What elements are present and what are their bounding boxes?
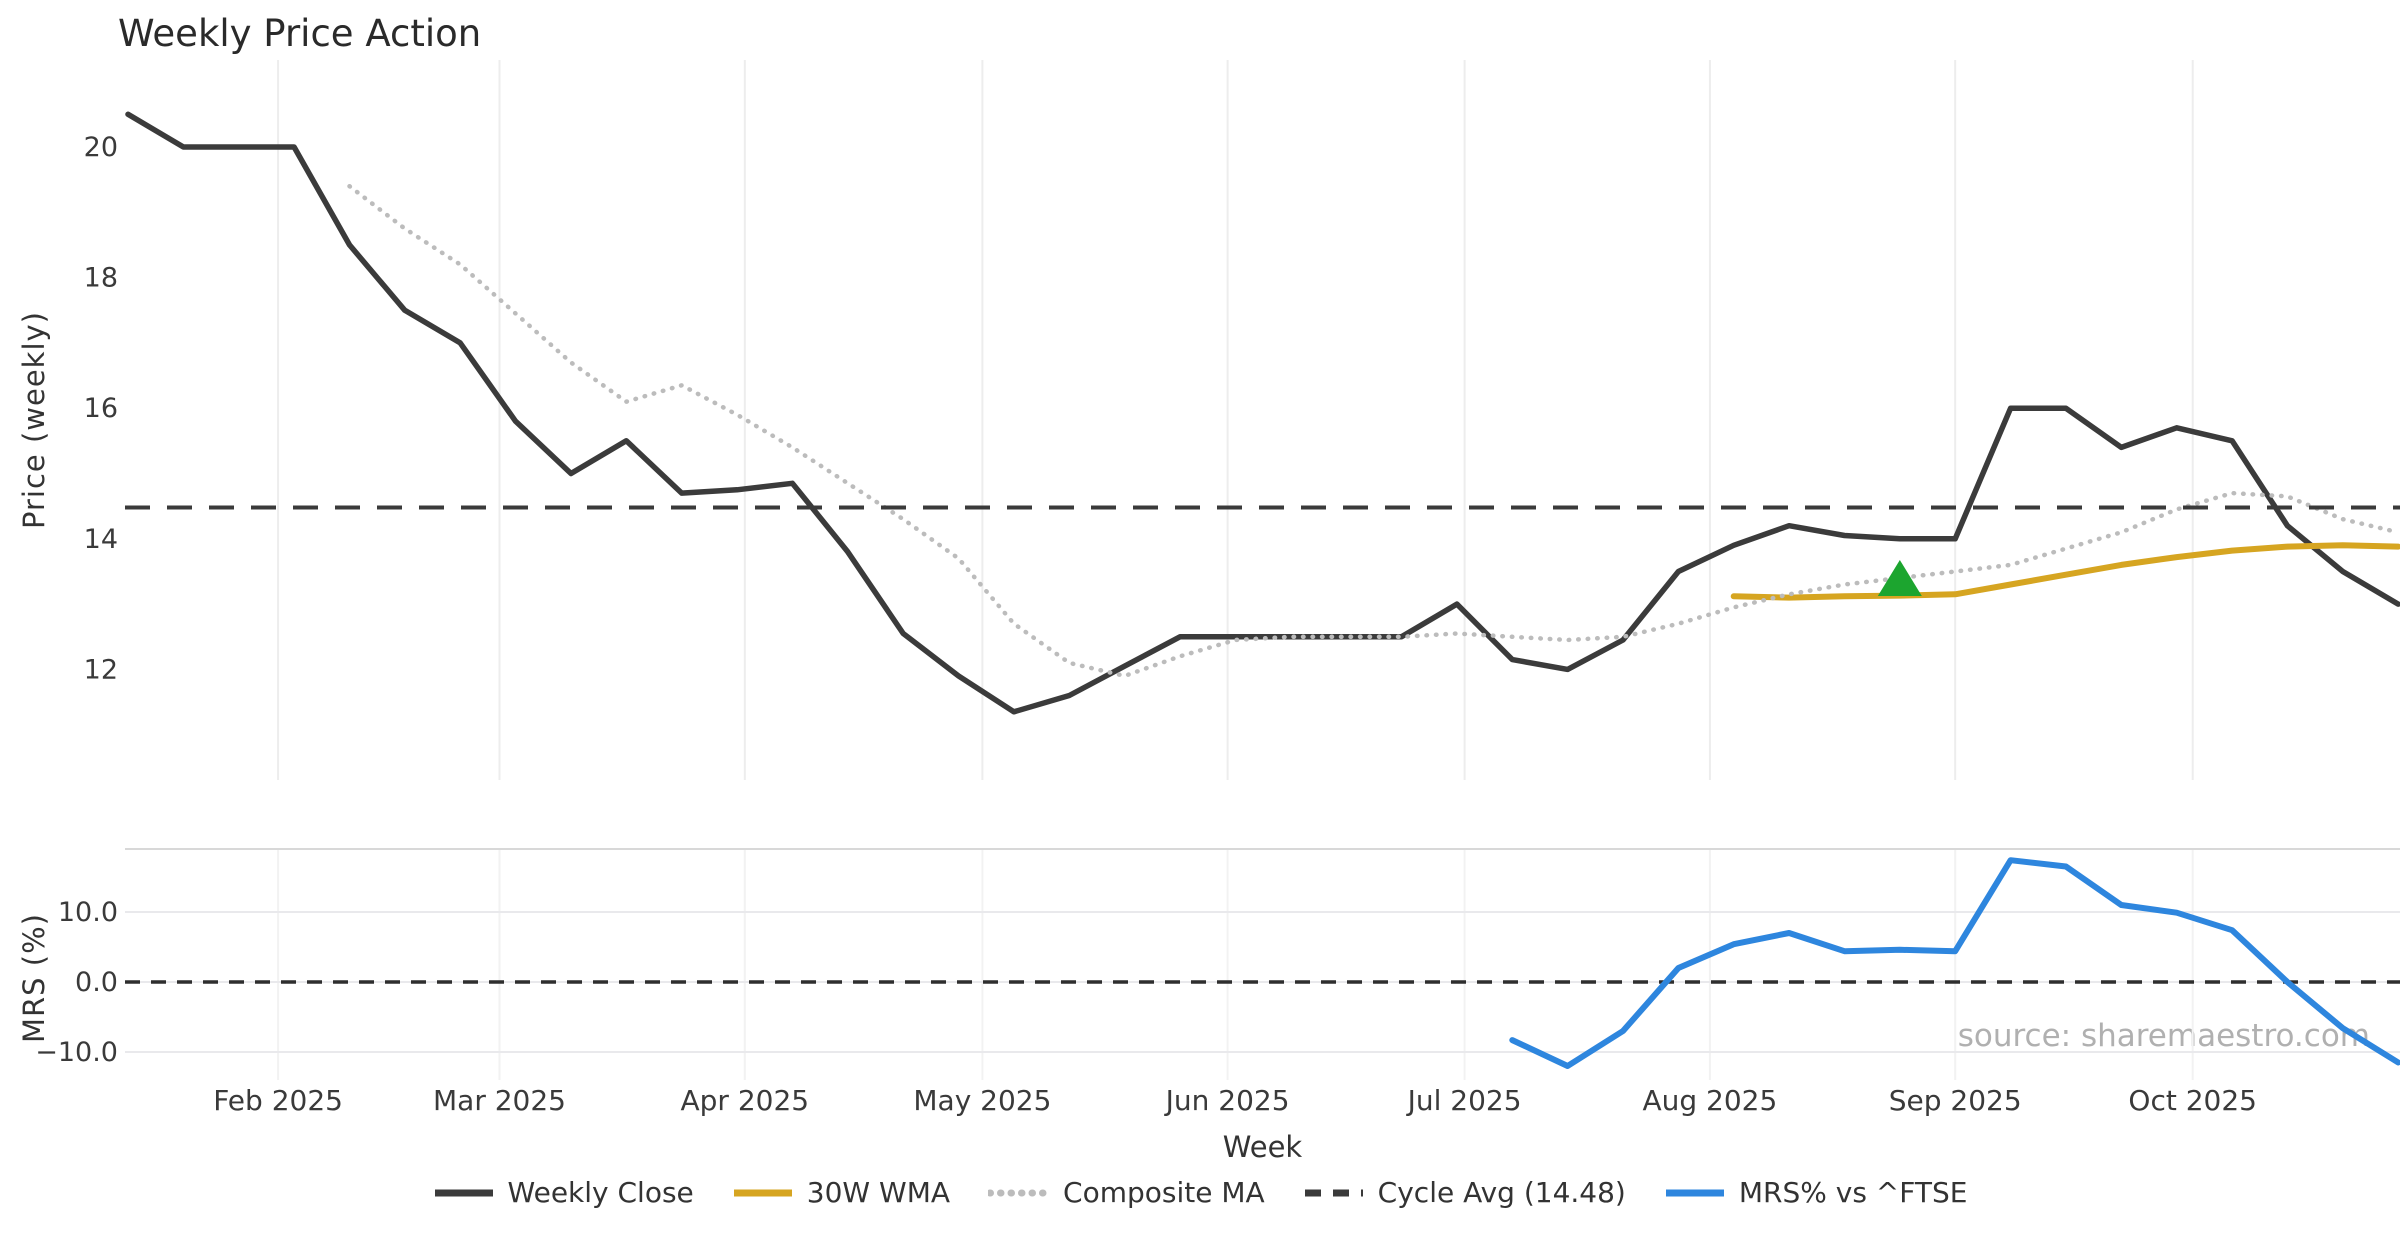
series-mrs-vs-ftse — [1509, 857, 2400, 1069]
legend-item-cycle-avg-14-48: Cycle Avg (14.48) — [1303, 1176, 1626, 1209]
price-axis-label: Price (weekly) — [17, 310, 51, 530]
legend-swatch-composite-ma-icon — [988, 1189, 1051, 1196]
legend-swatch-weekly-close-icon — [434, 1189, 493, 1196]
x-tick-label: Aug 2025 — [1642, 1084, 1777, 1117]
x-tick-label: Oct 2025 — [2128, 1084, 2257, 1117]
source-note: source: sharemaestro.com — [1957, 1018, 2370, 1054]
x-tick-label: Apr 2025 — [680, 1084, 809, 1117]
x-tick-label: Jul 2025 — [1406, 1084, 1522, 1117]
legend-label-weekly-close: Weekly Close — [507, 1176, 694, 1209]
chart-title: Weekly Price Action — [118, 12, 482, 55]
legend-swatch-30w-wma-icon — [733, 1189, 792, 1196]
legend-item-composite-ma: Composite MA — [988, 1176, 1265, 1209]
price-tick-label: 20 — [84, 132, 118, 163]
price-tick-label: 18 — [84, 263, 118, 294]
x-tick-label: Feb 2025 — [213, 1084, 343, 1117]
legend-item-30w-wma: 30W WMA — [732, 1176, 950, 1209]
x-tick-label: Mar 2025 — [433, 1084, 566, 1117]
price-tick-label: 14 — [84, 524, 118, 555]
legend-label-mrs-vs-ftse: MRS% vs ^FTSE — [1738, 1176, 1968, 1209]
mrs-tick-label: −10.0 — [35, 1037, 118, 1068]
signal-triangle-marker — [1877, 559, 1922, 596]
mrs-tick-label: 0.0 — [75, 967, 118, 998]
price-tick-label: 16 — [84, 393, 118, 424]
series-30w-wma — [1730, 542, 2400, 601]
mrs-tick-label: 10.0 — [58, 897, 118, 928]
series-composite-ma — [347, 183, 2400, 679]
x-tick-label: Sep 2025 — [1889, 1084, 2022, 1117]
legend-label-cycle-avg-14-48: Cycle Avg (14.48) — [1377, 1176, 1626, 1209]
legend-label-composite-ma: Composite MA — [1063, 1176, 1265, 1209]
legend-label-30w-wma: 30W WMA — [806, 1176, 951, 1209]
legend-swatch-cycle-avg-14-48-icon — [1304, 1189, 1363, 1196]
mrs-axis-label: MRS (%) — [17, 913, 51, 1043]
x-tick-label: Jun 2025 — [1164, 1084, 1290, 1117]
legend-item-mrs-vs-ftse: MRS% vs ^FTSE — [1664, 1176, 1968, 1209]
series-weekly-close — [125, 111, 2400, 715]
x-tick-label: May 2025 — [913, 1084, 1051, 1117]
price-tick-label: 12 — [84, 654, 118, 685]
legend: Weekly Close 30W WMA Composite MA Cycle Avg… — [0, 1176, 2400, 1209]
legend-item-weekly-close: Weekly Close — [433, 1176, 694, 1209]
legend-swatch-mrs-vs-ftse-icon — [1665, 1189, 1724, 1196]
x-axis-label: Week — [1222, 1130, 1303, 1164]
